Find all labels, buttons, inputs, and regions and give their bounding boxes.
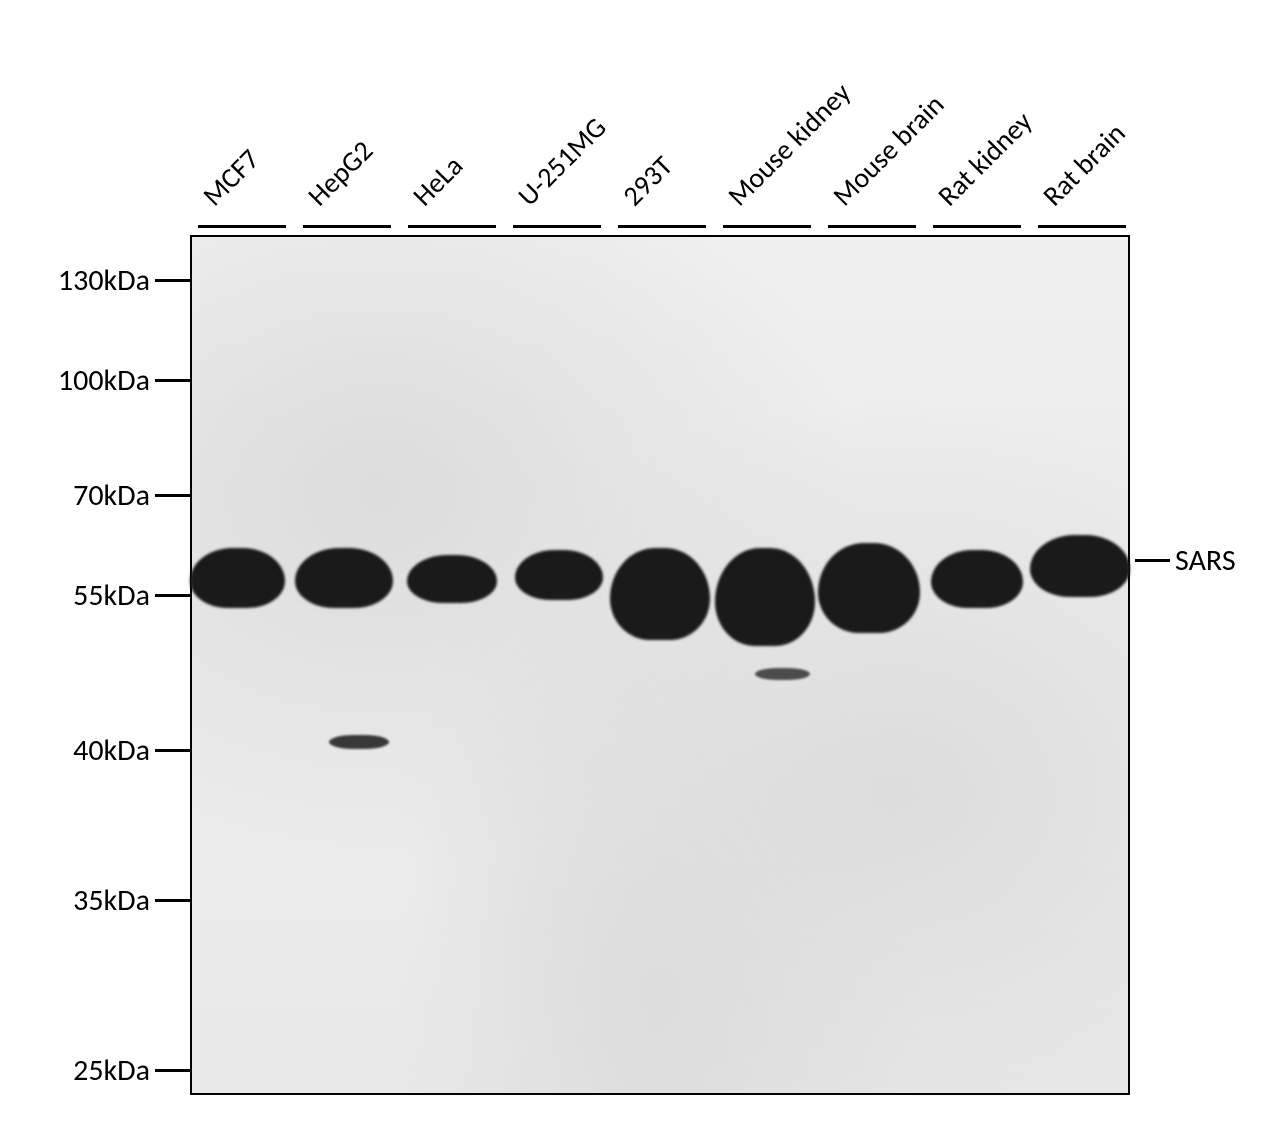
lane-label: HepG2 xyxy=(300,133,380,213)
marker-tick xyxy=(155,594,190,597)
lane-label: MCF7 xyxy=(195,142,266,213)
lane-underline xyxy=(723,225,811,228)
marker-tick xyxy=(155,899,190,902)
lane-underline xyxy=(408,225,496,228)
blot-membrane xyxy=(190,235,1130,1095)
lane-underline xyxy=(933,225,1021,228)
lane-underline xyxy=(198,225,286,228)
marker-tick xyxy=(155,749,190,752)
protein-band xyxy=(1030,535,1130,597)
lane-underline xyxy=(1038,225,1126,228)
marker-tick xyxy=(155,494,190,497)
target-band-label: SARS xyxy=(1175,542,1236,579)
marker-label: 35kDa xyxy=(73,882,150,919)
marker-label: 40kDa xyxy=(73,732,150,769)
lane-underline xyxy=(513,225,601,228)
lane-label: 293T xyxy=(615,148,680,213)
lane-label: HeLa xyxy=(405,148,470,213)
target-band-tick xyxy=(1135,559,1170,562)
lane-label: Rat brain xyxy=(1035,116,1132,213)
western-blot-figure: MCF7HepG2HeLaU-251MG293TMouse kidneyMous… xyxy=(0,0,1280,1128)
protein-band-minor xyxy=(755,668,810,680)
protein-band xyxy=(818,543,920,633)
protein-band xyxy=(407,555,497,603)
marker-label: 130kDa xyxy=(58,262,150,299)
protein-band xyxy=(931,550,1023,608)
lane-underline xyxy=(618,225,706,228)
marker-tick xyxy=(155,379,190,382)
marker-tick xyxy=(155,279,190,282)
protein-band xyxy=(515,550,603,600)
lane-label: Rat kidney xyxy=(930,104,1039,213)
marker-label: 70kDa xyxy=(73,477,150,514)
marker-tick xyxy=(155,1069,190,1072)
marker-label: 100kDa xyxy=(58,362,150,399)
lane-label: U-251MG xyxy=(510,110,613,213)
protein-band-minor xyxy=(329,735,389,749)
protein-band xyxy=(715,548,815,646)
protein-band xyxy=(190,548,285,608)
lane-underline xyxy=(828,225,916,228)
protein-band xyxy=(610,548,710,640)
marker-label: 25kDa xyxy=(73,1052,150,1089)
marker-label: 55kDa xyxy=(73,577,150,614)
protein-band xyxy=(295,548,393,608)
lane-underline xyxy=(303,225,391,228)
